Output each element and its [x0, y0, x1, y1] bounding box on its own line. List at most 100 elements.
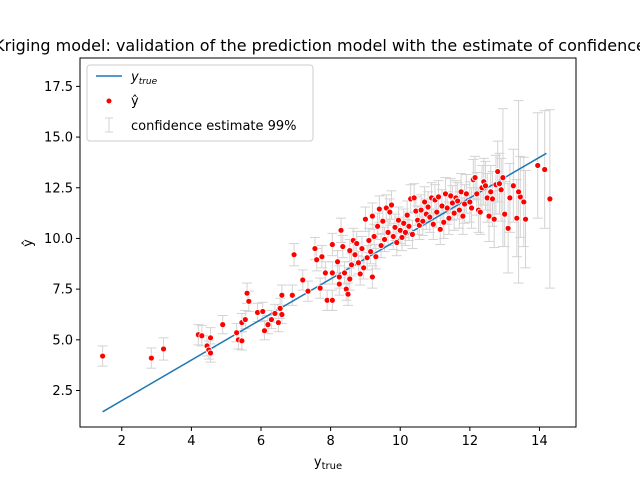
data-point: [424, 203, 432, 211]
data-point: [278, 291, 286, 299]
data-point: [360, 264, 368, 272]
data-point: [440, 218, 448, 226]
legend-point-swatch: [106, 98, 112, 104]
data-point: [367, 248, 375, 256]
x-axis-ticks: 2 4 6 8 10 12 14: [118, 427, 548, 449]
data-point: [490, 215, 498, 223]
data-point: [522, 215, 529, 223]
data-point: [504, 224, 512, 232]
data-point: [346, 247, 354, 255]
data-point: [393, 239, 401, 246]
data-point: [487, 188, 495, 196]
data-point: [471, 174, 479, 182]
data-point: [454, 197, 462, 205]
data-point: [485, 212, 493, 220]
data-point: [264, 321, 272, 329]
data-point: [337, 226, 345, 234]
data-point: [417, 206, 425, 214]
data-point: [445, 214, 453, 222]
data-point: [389, 233, 397, 240]
data-point: [351, 251, 359, 259]
data-point: [219, 321, 227, 329]
point-group: [99, 162, 554, 362]
data-point: [391, 223, 399, 231]
axes-frame: [79, 57, 577, 428]
data-point: [245, 297, 253, 305]
data-point: [476, 208, 484, 216]
data-point: [513, 214, 521, 222]
data-point: [318, 253, 326, 261]
y-tick-label: 5.0: [52, 333, 73, 348]
data-point: [290, 251, 298, 259]
x-tick-label: 6: [257, 434, 265, 449]
data-point: [468, 204, 475, 212]
data-point: [400, 219, 408, 227]
data-point: [433, 208, 441, 216]
data-point: [450, 209, 458, 217]
data-point: [370, 233, 378, 240]
data-point: [304, 287, 312, 295]
data-point: [363, 254, 371, 262]
data-point: [160, 345, 167, 353]
y-axis-title: ŷ: [21, 239, 36, 247]
x-tick-label: 14: [531, 434, 548, 449]
data-point: [207, 349, 214, 357]
x-axis-title-subscript: true: [322, 461, 343, 472]
data-point: [515, 188, 522, 196]
data-point: [419, 217, 427, 225]
x-tick-label: 4: [187, 434, 195, 449]
data-point: [358, 245, 366, 252]
data-point: [207, 334, 214, 342]
data-point: [374, 222, 382, 230]
data-point: [426, 213, 434, 221]
data-point: [274, 319, 282, 326]
data-point: [375, 205, 383, 213]
data-point: [311, 245, 319, 252]
y-tick-label: 15.0: [44, 131, 73, 146]
legend-label-y-true-subscript: true: [139, 77, 158, 87]
data-point: [489, 195, 496, 203]
data-point: [384, 228, 392, 236]
data-point: [482, 182, 489, 190]
y-tick-label: 2.5: [52, 384, 73, 399]
legend-label-y-hat: ŷ: [131, 94, 139, 109]
legend: ytrue ŷ confidence estimate 99%: [86, 64, 314, 142]
y-tick-label: 10.0: [44, 232, 73, 247]
data-point: [276, 304, 284, 312]
data-point: [405, 222, 413, 230]
data-point: [335, 273, 343, 281]
data-point: [494, 168, 502, 175]
data-point: [497, 186, 505, 194]
true-line-group: [102, 152, 547, 413]
data-point: [443, 204, 451, 212]
data-point: [395, 216, 402, 224]
data-point: [379, 217, 387, 225]
x-tick-label: 8: [326, 434, 334, 449]
errorbar-group: [97, 100, 555, 369]
data-point: [299, 276, 307, 284]
data-point: [506, 194, 514, 202]
data-point: [381, 236, 388, 243]
data-point: [344, 290, 352, 298]
data-point: [233, 329, 241, 337]
data-point: [341, 269, 348, 277]
data-point: [368, 212, 376, 220]
data-point: [541, 166, 549, 173]
data-point: [459, 212, 467, 220]
data-point: [198, 332, 206, 340]
data-point: [288, 291, 296, 299]
data-point: [362, 215, 369, 223]
data-point: [377, 242, 385, 249]
y-axis-ticks: 2.5 5.0 7.5 10.0 12.5 15.0 17.5: [44, 80, 80, 399]
data-point: [496, 180, 503, 188]
data-point: [334, 258, 341, 266]
data-point: [321, 269, 329, 277]
data-point: [455, 206, 463, 214]
data-point: [339, 243, 347, 250]
data-point: [499, 174, 507, 182]
data-point: [372, 253, 380, 261]
data-point: [268, 316, 275, 323]
data-point: [402, 228, 409, 236]
legend-box: [86, 64, 314, 142]
